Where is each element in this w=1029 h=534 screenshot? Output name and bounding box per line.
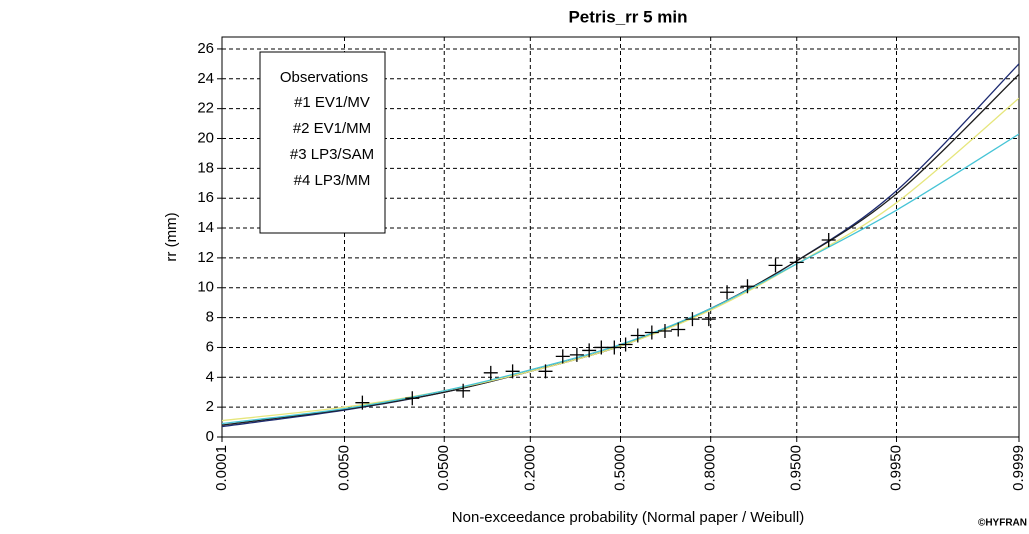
x-tick-label: 0.9999 [1010, 445, 1027, 491]
observation-marker [685, 312, 700, 327]
y-tick-label: 22 [197, 100, 214, 117]
fit-curve [222, 97, 1019, 422]
observation-marker [768, 258, 783, 273]
observation-marker [740, 279, 755, 294]
observation-marker [644, 325, 659, 340]
x-tick-label: 0.8000 [702, 445, 719, 491]
y-axis-label: rr (mm) [163, 212, 180, 261]
credit: ©HYFRAN [978, 518, 1027, 529]
y-tick-label: 2 [206, 398, 214, 415]
observation-marker [630, 328, 645, 343]
observation-marker [505, 364, 520, 379]
chart-title: Petris_rr 5 min [568, 7, 687, 26]
y-tick-label: 20 [197, 129, 214, 146]
y-tick-label: 12 [197, 249, 214, 266]
observation-marker [555, 349, 570, 364]
observation-marker [594, 340, 609, 355]
observation-marker [618, 337, 633, 352]
legend-title: Observations [280, 69, 368, 86]
y-tick-label: 16 [197, 189, 214, 206]
observation-marker [821, 232, 836, 247]
x-tick-label: 0.9500 [788, 445, 805, 491]
x-tick-label: 0.0500 [435, 445, 452, 491]
y-tick-label: 6 [206, 338, 214, 355]
observation-marker [405, 391, 420, 406]
x-tick-label: 0.5000 [611, 445, 628, 491]
x-tick-label: 0.2000 [521, 445, 538, 491]
observation-marker [355, 395, 370, 410]
observation-marker [701, 312, 716, 327]
legend-entry: #3 LP3/SAM [290, 146, 374, 163]
observation-marker [538, 364, 553, 379]
observation-marker [720, 285, 735, 300]
x-tick-label: 0.0050 [335, 445, 352, 491]
legend-entry: #1 EV1/MV [294, 94, 370, 111]
legend-entry: #2 EV1/MM [293, 120, 371, 137]
plot-frame [221, 36, 1020, 438]
y-tick-label: 24 [197, 70, 214, 87]
y-tick-label: 10 [197, 279, 214, 296]
observation-marker [657, 324, 672, 339]
x-axis-label: Non-exceedance probability (Normal paper… [452, 509, 804, 526]
y-tick-label: 26 [197, 40, 214, 57]
observation-marker [671, 322, 686, 337]
y-tick-label: 4 [206, 368, 214, 385]
observation-marker [607, 340, 622, 355]
y-tick-label: 0 [206, 428, 214, 445]
observation-marker [483, 365, 498, 380]
y-tick-label: 18 [197, 159, 214, 176]
observation-marker [456, 383, 471, 398]
observation-marker [569, 347, 584, 362]
x-tick-label: 0.0001 [213, 445, 230, 491]
observation-marker [789, 255, 804, 270]
observation-marker [582, 343, 597, 358]
x-tick-label: 0.9950 [887, 445, 904, 491]
legend-entry: #4 LP3/MM [294, 172, 371, 189]
y-tick-label: 14 [197, 219, 214, 236]
y-tick-label: 8 [206, 309, 214, 326]
legend-box [259, 51, 386, 234]
